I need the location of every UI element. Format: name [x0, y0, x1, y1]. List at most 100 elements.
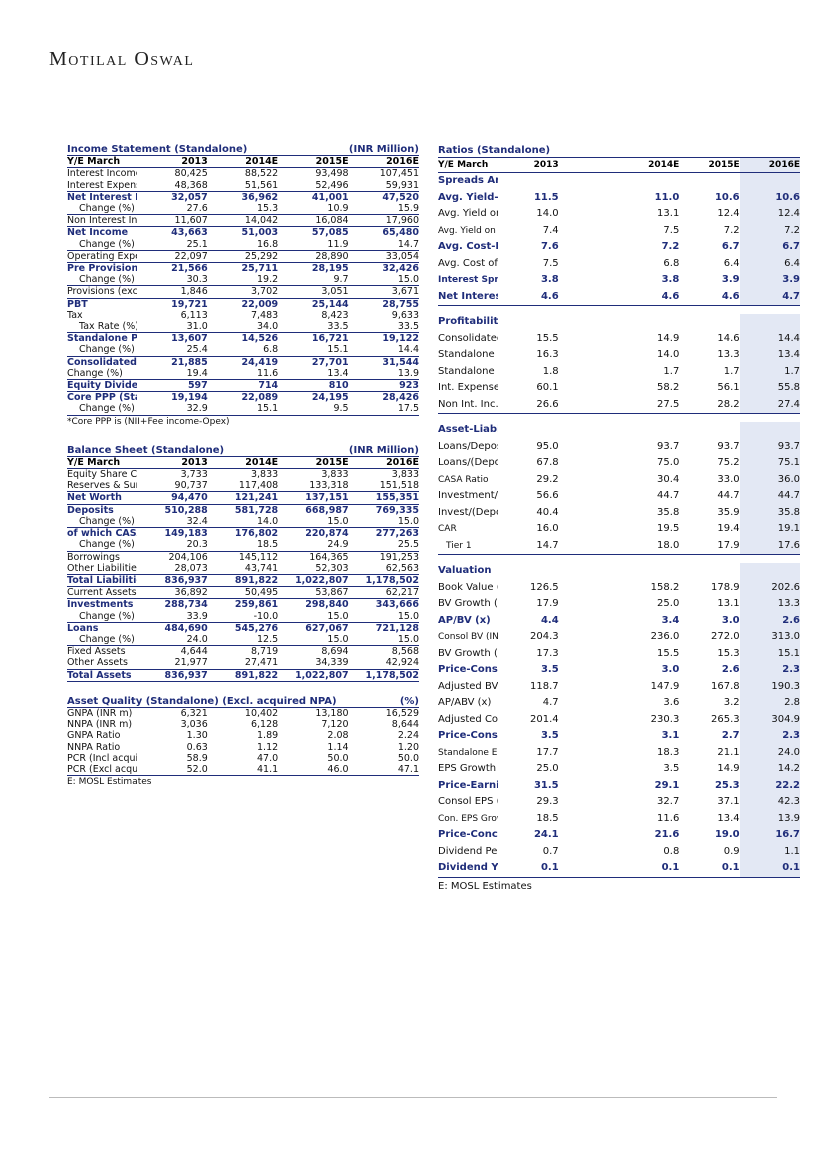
table-row: GNPA Ratio 1.30 1.89 2.08 2.24 [67, 730, 419, 741]
column-spacer [559, 811, 619, 828]
column-spacer [559, 439, 619, 456]
row-value: 56.1 [717, 382, 740, 393]
row-value: 29.2 [536, 473, 559, 485]
row-value: 1.7 [663, 365, 680, 377]
row-label: Change (%) [79, 539, 135, 551]
row-value: 22,089 [207, 391, 279, 404]
row-label: Reserves & Surplus [67, 480, 137, 492]
row-value: 19.1 [739, 521, 800, 538]
row-value: 34,339 [315, 657, 349, 669]
row-value: 14.0 [257, 515, 279, 527]
subsection-title-row: Asset-Liability Profile (%) [438, 422, 800, 439]
row-value: 15.0 [397, 610, 419, 622]
row-value: 313.0 [739, 629, 800, 646]
row-value: 836,937 [137, 668, 208, 682]
subsection-title: Asset-Liability Profile (%) [438, 424, 498, 435]
row-value: 6,113 [180, 309, 208, 321]
row-label: Change (%) [79, 274, 135, 286]
table-row: GNPA (INR m) 6,321 10,402 13,180 16,529 [67, 707, 419, 719]
row-value: 62,217 [348, 586, 419, 599]
column-spacer [558, 537, 619, 555]
row-value: 62,563 [385, 562, 419, 574]
row-value: 597 [137, 379, 208, 392]
row-label: Consolidated PAT [67, 355, 138, 368]
row-value: 33.0 [717, 473, 740, 485]
row-label: Standalone Core RoE [438, 349, 498, 360]
row-label: Interest Expense [67, 179, 137, 191]
row-value: 56.6 [536, 490, 559, 501]
row-value: 13.4 [739, 347, 800, 364]
column-header-row: Y/E March 2013 2014E 2015E 2016E [438, 157, 800, 173]
row-value: 0.7 [542, 845, 559, 857]
table-row: Con. EPS Growth (%) 18.5 11.6 13.413.9 [438, 810, 800, 828]
row-value: 0.63 [186, 741, 208, 753]
table-row: CASA Ratio 29.2 30.4 33.0 36.0 [438, 471, 800, 488]
row-value: 17.9 [679, 537, 740, 555]
row-value: 3.9 [739, 272, 800, 289]
section-title: Balance Sheet (Standalone) [67, 444, 279, 457]
column-header-year: 2016E [348, 456, 419, 470]
table-row: Core PPP (Standlone)*19,19422,08924,1952… [67, 391, 419, 404]
row-value: 265.3 [711, 713, 740, 725]
table-row: Interest Spread 3.8 3.8 3.93.9 [438, 272, 800, 289]
row-value: 28,890 [278, 249, 349, 263]
row-value: 19.4 [186, 367, 208, 379]
row-label: Investments [67, 598, 138, 611]
row-value: 58.9 [186, 752, 208, 764]
row-value: 52,496 [315, 179, 349, 191]
row-value: 15.0 [397, 633, 419, 645]
table-row: Consol EPS (INR) 29.3 32.7 37.142.3 [438, 794, 800, 811]
row-value: 67.8 [536, 457, 559, 468]
row-label: Net Income [67, 226, 138, 239]
row-value: 714 [207, 379, 279, 392]
footnote: *Core PPP is (NII+Fee income-Opex) [67, 416, 230, 427]
row-value: 15.1 [739, 645, 800, 662]
row-value: 151,518 [379, 480, 419, 492]
row-value: 90,737 [174, 480, 208, 492]
row-label: Current Assets [67, 586, 138, 599]
row-value: 133,318 [309, 480, 349, 492]
row-label: Investment/Deposit Ratio [438, 490, 499, 501]
row-label: Avg. Yield on Investments [438, 225, 498, 236]
table-row: Net Interest Margin4.64.64.64.7 [438, 288, 800, 306]
row-value: 9.5 [278, 403, 349, 416]
row-value: 1.7 [739, 363, 800, 380]
row-value: 4.6 [679, 288, 740, 306]
row-value: 16,529 [385, 707, 419, 719]
table-row: PCR (Incl acquired NPA) 58.9 47.0 50.0 50.0 [67, 753, 419, 764]
row-value: 627,067 [278, 621, 349, 634]
row-value: 545,276 [207, 621, 279, 634]
row-value: 16.0 [536, 523, 559, 534]
row-value: 7.4 [542, 224, 559, 236]
row-value: 272.0 [711, 631, 740, 642]
row-value: 0.1 [618, 860, 680, 878]
subsection-title: Profitability Ratios (%) [438, 316, 499, 327]
row-label: Loans [67, 621, 138, 634]
table-row: Interest Income 80,425 88,522 93,498 107,451 [67, 168, 419, 180]
row-value: 7,120 [321, 719, 349, 731]
row-label: Other Liabilities & Prov. [67, 562, 138, 574]
row-value: 25.0 [536, 763, 559, 774]
row-label: BV Growth (%) [438, 598, 498, 609]
row-value: 24.1 [533, 829, 559, 840]
table-row: Consolidated RoE 15.5 14.9 14.614.4 [438, 330, 800, 347]
row-value: 14,042 [207, 214, 279, 227]
gap-cell [438, 306, 800, 315]
column-spacer [559, 745, 619, 762]
table-row: Change (%) 33.9 -10.0 15.0 15.0 [67, 611, 419, 623]
row-value [679, 422, 739, 439]
row-value: 17.7 [536, 746, 559, 758]
row-value: 22.2 [739, 777, 800, 794]
column-spacer [559, 596, 619, 613]
row-value: 107,451 [379, 168, 419, 180]
row-value: 28,195 [278, 262, 349, 275]
row-value: 25.1 [186, 238, 208, 250]
subsection-title: Valuation [438, 565, 492, 576]
table-row: Fixed Assets 4,644 8,719 8,694 8,568 [67, 645, 419, 658]
row-value: 41.1 [207, 763, 279, 777]
row-value: 33.9 [186, 610, 208, 622]
column-spacer [559, 580, 619, 597]
